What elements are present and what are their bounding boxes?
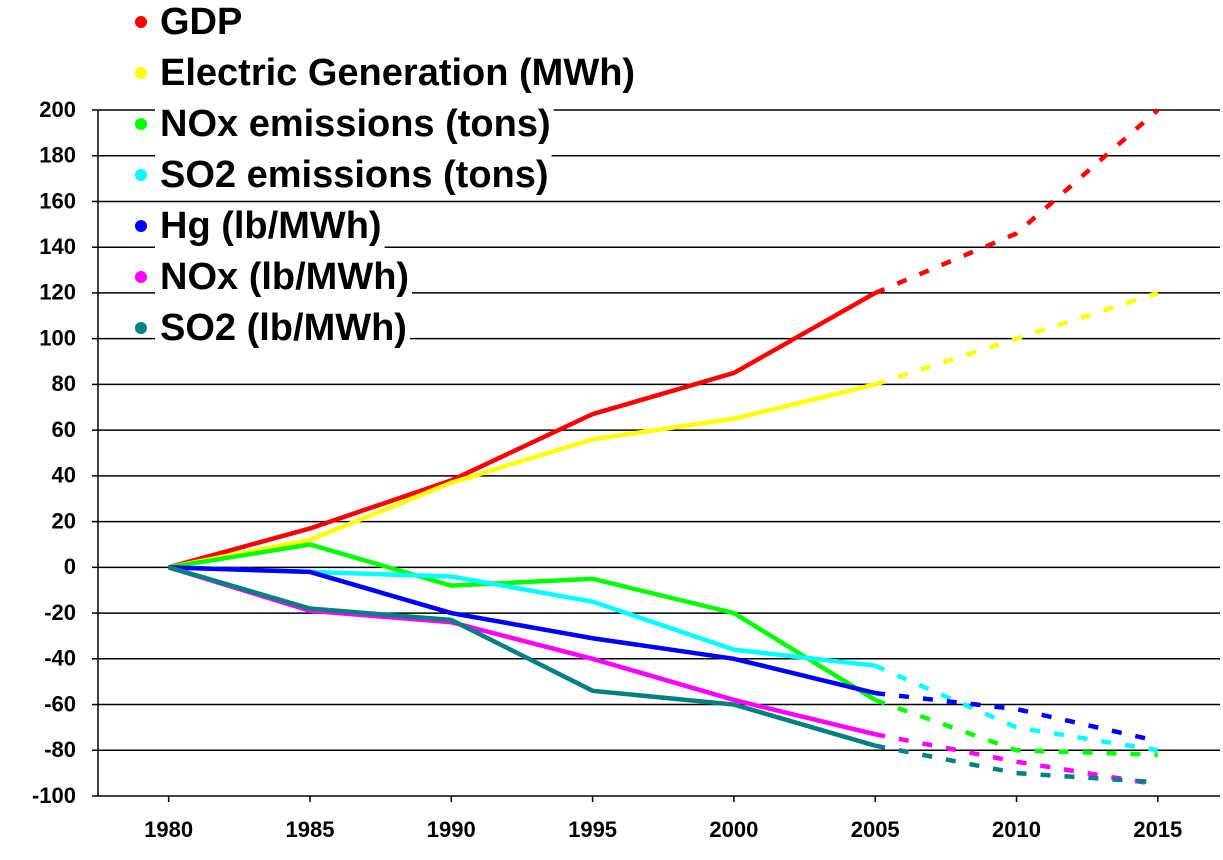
series-line bbox=[168, 542, 877, 702]
legend-label: NOx emissions (tons) bbox=[160, 103, 551, 145]
y-tick-label: 160 bbox=[39, 188, 76, 213]
legend-marker bbox=[133, 269, 149, 285]
y-tick-label: -60 bbox=[44, 691, 76, 716]
x-tick-label: 1995 bbox=[568, 817, 617, 842]
x-tick-label: 2015 bbox=[1133, 817, 1182, 842]
projection-line bbox=[874, 697, 1158, 758]
x-tick-label: 2005 bbox=[851, 817, 900, 842]
projection-line bbox=[874, 690, 1159, 744]
projection-line bbox=[874, 290, 1159, 387]
legend-background bbox=[155, 2, 246, 44]
series-line bbox=[168, 565, 876, 748]
legend-label: NOx (lb/MWh) bbox=[160, 256, 409, 298]
series-line bbox=[168, 290, 877, 570]
legend-background bbox=[155, 308, 410, 350]
y-tick-label: 20 bbox=[52, 508, 76, 533]
legend-marker bbox=[133, 116, 149, 132]
y-tick-label: 200 bbox=[39, 97, 76, 122]
legend-marker bbox=[133, 320, 149, 336]
projection-line bbox=[874, 732, 1159, 787]
y-tick-label: 140 bbox=[39, 234, 76, 259]
y-tick-label: 60 bbox=[52, 417, 76, 442]
y-tick-label: 180 bbox=[39, 143, 76, 168]
y-tick-label: -100 bbox=[32, 783, 76, 808]
legend-marker bbox=[133, 14, 149, 30]
legend-background bbox=[155, 155, 552, 197]
legend-background bbox=[155, 257, 413, 299]
y-tick-label: -40 bbox=[44, 646, 76, 671]
y-tick-label: -80 bbox=[44, 737, 76, 762]
y-tick-label: -20 bbox=[44, 600, 76, 625]
series-line bbox=[168, 565, 876, 696]
grid: -100 -80 -60 -40 -20 0 20 40 60 80 100 120 140 160 180… bbox=[32, 97, 1220, 842]
y-tick-label: 40 bbox=[52, 463, 76, 488]
legend-background bbox=[155, 53, 639, 95]
projection-line bbox=[874, 108, 1160, 296]
x-tick-label: 1980 bbox=[144, 817, 193, 842]
legend-background bbox=[155, 206, 385, 248]
legend-background bbox=[155, 104, 554, 146]
legend-label: Hg (lb/MWh) bbox=[160, 205, 382, 247]
legend-label: SO2 (lb/MWh) bbox=[160, 307, 407, 349]
series-line bbox=[167, 565, 876, 737]
legend-marker bbox=[133, 218, 149, 234]
x-tick-label: 2010 bbox=[992, 817, 1041, 842]
y-tick-label: 100 bbox=[39, 325, 76, 350]
legend-label: Electric Generation (MWh) bbox=[160, 52, 635, 94]
x-tick-label: 1985 bbox=[285, 817, 334, 842]
lines bbox=[167, 108, 1160, 787]
legend: GDP Electric Generation (MWh) NOx emission… bbox=[133, 1, 639, 350]
x-tick-label: 2000 bbox=[709, 817, 758, 842]
projection-line bbox=[874, 663, 1159, 753]
series-line bbox=[168, 382, 876, 570]
legend-label: GDP bbox=[160, 1, 242, 43]
y-tick-label: 120 bbox=[39, 280, 76, 305]
y-tick-label: 80 bbox=[52, 371, 76, 396]
y-tick-label: 0 bbox=[64, 554, 76, 579]
legend-marker bbox=[133, 65, 149, 81]
legend-label: SO2 emissions (tons) bbox=[160, 154, 549, 196]
x-tick-label: 1990 bbox=[427, 817, 476, 842]
legend-marker bbox=[133, 167, 149, 183]
